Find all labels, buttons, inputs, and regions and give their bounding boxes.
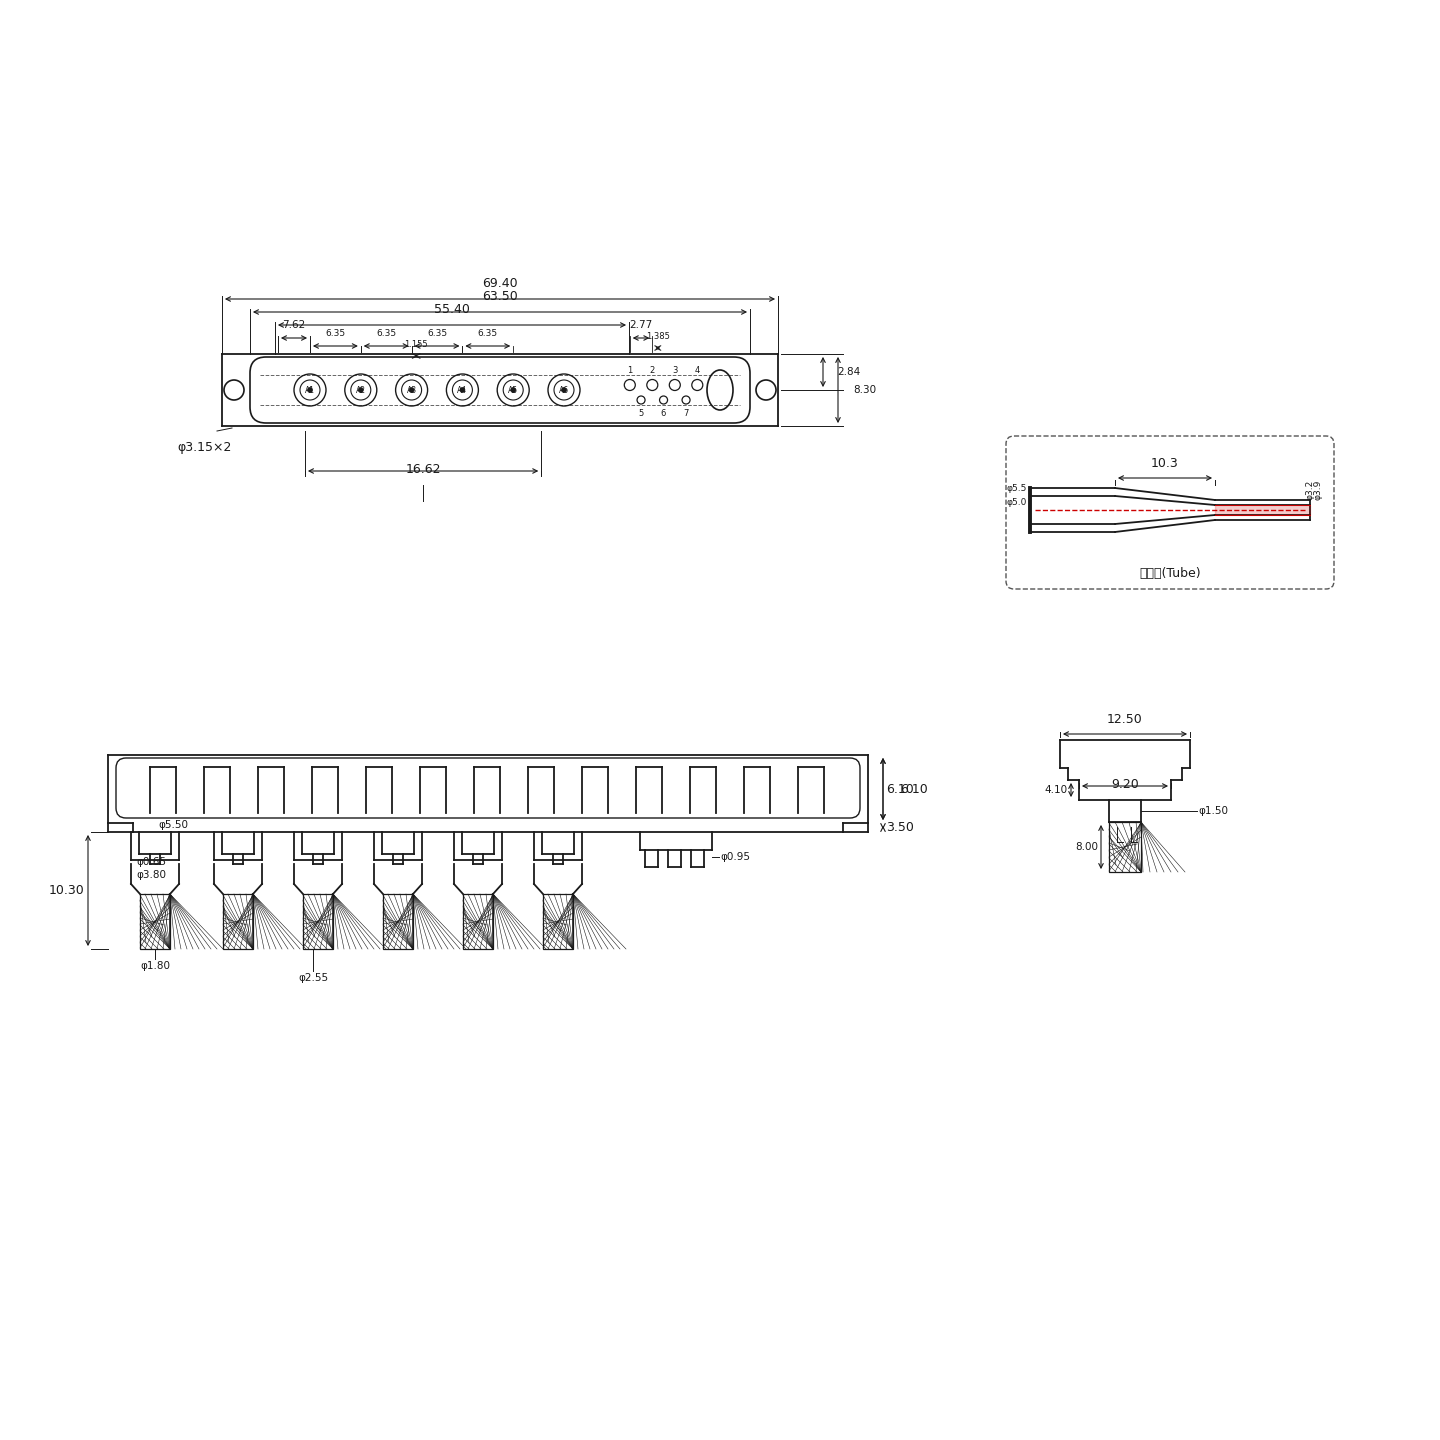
Text: φ3.15×2: φ3.15×2 [177,441,232,454]
Circle shape [562,387,566,393]
Text: 63.50: 63.50 [482,289,518,302]
Text: A3: A3 [406,386,416,395]
Text: 3: 3 [672,366,677,374]
Text: 4: 4 [694,366,700,374]
Text: 8.00: 8.00 [1076,842,1097,852]
Bar [1109,822,1140,873]
Text: φ0.95: φ0.95 [720,852,750,863]
Text: 4.10: 4.10 [1045,785,1068,795]
Text: A1: A1 [305,386,315,395]
Text: φ3.2: φ3.2 [1306,480,1315,500]
Text: 16.62: 16.62 [405,464,441,477]
Text: 3.50: 3.50 [886,821,914,834]
Text: φ0.65: φ0.65 [135,857,166,867]
Text: φ3.9: φ3.9 [1313,480,1323,500]
Text: 2: 2 [649,366,655,374]
Text: φ1.80: φ1.80 [140,960,170,971]
Text: 9.20: 9.20 [1112,778,1139,791]
Text: 69.40: 69.40 [482,276,518,289]
Bar [543,894,573,949]
Text: 55.40: 55.40 [433,302,469,315]
Text: A2: A2 [356,386,366,395]
Bar [464,894,492,949]
Circle shape [409,387,415,393]
Text: 1.385: 1.385 [647,333,670,341]
Text: 6.35: 6.35 [426,328,446,338]
Bar [223,894,253,949]
Text: 1.155: 1.155 [405,340,428,348]
Text: 12.50: 12.50 [1107,713,1143,726]
Text: 6.35: 6.35 [376,328,396,338]
Circle shape [511,387,516,393]
Text: 8.30: 8.30 [852,384,876,395]
Bar [383,894,413,949]
Text: 7.62: 7.62 [282,320,305,330]
Text: 2.84: 2.84 [838,367,861,377]
Text: 6.35: 6.35 [478,328,498,338]
Text: φ5.0: φ5.0 [1007,497,1027,507]
Text: 10.30: 10.30 [49,884,84,897]
Text: φ1.50: φ1.50 [1198,806,1228,816]
Text: 7: 7 [684,409,688,418]
Text: φ3.80: φ3.80 [135,870,166,880]
Circle shape [459,387,465,393]
Text: 2.77: 2.77 [629,320,652,330]
Bar [140,894,170,949]
Bar [302,894,333,949]
Text: A4: A4 [458,386,468,395]
Text: φ2.55: φ2.55 [298,973,328,984]
Circle shape [359,387,363,393]
Text: A6: A6 [559,386,569,395]
Text: 1: 1 [628,366,632,374]
Text: φ5.50: φ5.50 [158,819,189,829]
Text: φ5.5: φ5.5 [1007,484,1027,492]
Text: 6: 6 [661,409,667,418]
Text: A5: A5 [508,386,518,395]
Text: 6.10: 6.10 [886,782,914,795]
Text: 10.3: 10.3 [1151,456,1179,469]
Text: 6.35: 6.35 [325,328,346,338]
Text: 屏蔽管(Tube): 屏蔽管(Tube) [1139,567,1201,580]
Circle shape [308,387,312,393]
Text: 6.10: 6.10 [900,782,927,795]
Text: 5: 5 [638,409,644,418]
